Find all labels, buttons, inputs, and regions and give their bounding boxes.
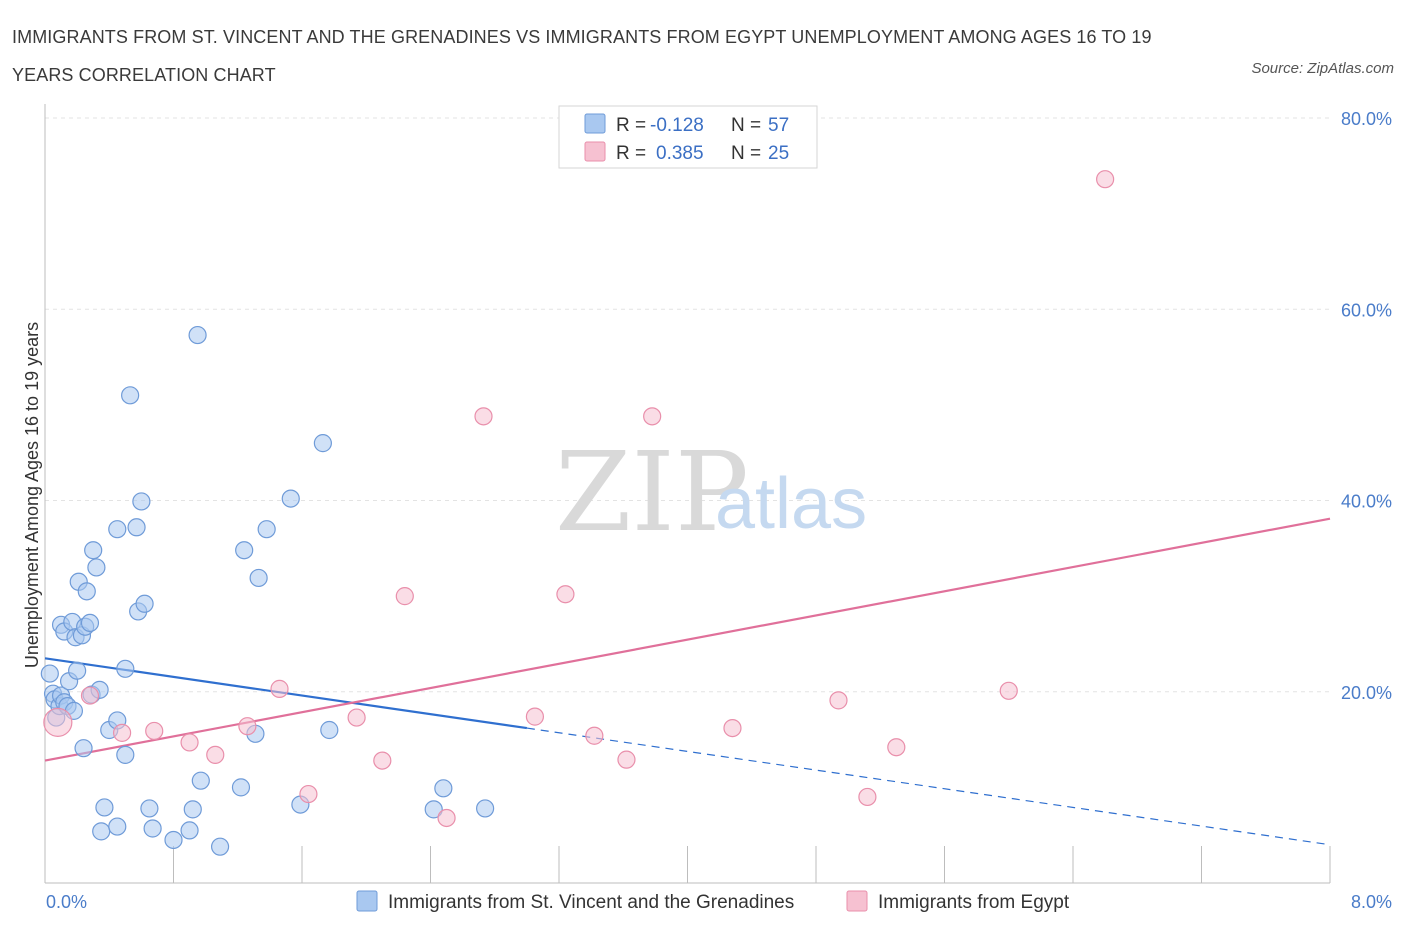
blue-point <box>143 819 162 838</box>
blue-point <box>434 779 453 798</box>
pink-point <box>270 679 289 698</box>
legend-n-value-blue: 57 <box>768 115 789 136</box>
grid-lines <box>45 117 1330 693</box>
pink-point <box>299 784 318 804</box>
blue-point <box>231 778 251 797</box>
blue-point <box>257 520 276 539</box>
blue-point <box>87 558 106 577</box>
pink-point <box>723 718 742 738</box>
chart-source: Source: ZipAtlas.com <box>1251 60 1394 77</box>
blue-point <box>140 799 159 818</box>
series-legend-label-pink: Immigrants from Egypt <box>878 892 1070 913</box>
pink-point <box>112 723 132 742</box>
blue-point <box>108 520 127 539</box>
blue-point <box>249 568 268 588</box>
blue-point <box>320 720 339 740</box>
x-tick-label: 8.0% <box>1351 892 1392 912</box>
pink-trend-line <box>44 517 1331 762</box>
pink-point <box>347 708 366 727</box>
blue-point <box>188 325 207 345</box>
pink-point <box>887 738 906 757</box>
legend-swatch-pink <box>584 141 606 162</box>
series-legend-swatch-blue <box>356 890 378 912</box>
y-axis-label: Unemployment Among Ages 16 to 19 years <box>22 322 42 668</box>
blue-point <box>210 837 230 856</box>
axes: 20.0% 40.0% 60.0% 80.0% 0.0% 8.0% <box>44 104 1392 912</box>
blue-point <box>135 594 154 613</box>
pink-point <box>395 587 414 606</box>
pink-point <box>238 717 257 736</box>
pink-point <box>617 750 636 769</box>
legend-r-label-pink: R = <box>616 143 646 164</box>
pink-point <box>525 707 545 726</box>
blue-point <box>183 800 202 819</box>
blue-point <box>95 798 114 817</box>
pink-point <box>556 585 575 604</box>
blue-point <box>68 661 87 680</box>
legend-n-label-blue: N = <box>731 115 761 136</box>
blue-point <box>164 830 183 850</box>
watermark-atlas: atlas <box>715 464 867 544</box>
pink-point <box>1096 170 1115 189</box>
x-tick-label: 0.0% <box>46 892 87 912</box>
blue-point <box>132 492 151 511</box>
pink-point <box>643 407 662 426</box>
pink-point <box>437 808 456 828</box>
pink-point <box>585 726 604 745</box>
blue-point <box>191 771 210 790</box>
blue-point <box>235 541 254 560</box>
pink-point <box>180 733 199 752</box>
blue-point <box>424 800 443 819</box>
blue-point <box>92 822 111 841</box>
pink-point <box>858 787 877 807</box>
series-legend-swatch-pink <box>846 890 868 912</box>
blue-point <box>180 821 199 840</box>
blue-point <box>80 613 100 633</box>
legend-swatch-blue <box>584 113 606 134</box>
pink-point <box>474 407 493 426</box>
blue-point <box>74 739 93 758</box>
pink-point <box>43 707 73 737</box>
blue-point <box>476 799 495 818</box>
blue-point <box>281 489 300 508</box>
chart-title: IMMIGRANTS FROM ST. VINCENT AND THE GREN… <box>12 27 1152 85</box>
blue-point <box>121 386 140 405</box>
correlation-legend: R = -0.128 N = 57 R = 0.385 N = 25 <box>558 105 818 169</box>
legend-n-label-pink: N = <box>731 143 761 164</box>
pink-point <box>80 686 100 705</box>
legend-r-value-pink: 0.385 <box>656 143 704 164</box>
series-legend-label-blue: Immigrants from St. Vincent and the Gren… <box>388 892 794 913</box>
blue-point <box>313 434 332 453</box>
blue-point <box>127 518 146 537</box>
blue-point <box>40 664 59 683</box>
blue-point <box>116 745 135 764</box>
blue-point <box>116 659 135 678</box>
pink-point <box>373 751 392 770</box>
watermark: ZIP atlas <box>555 428 867 556</box>
blue-point <box>108 817 127 836</box>
legend-r-label-blue: R = <box>616 115 646 136</box>
legend-r-value-blue: -0.128 <box>650 115 704 136</box>
blue-point <box>77 582 96 601</box>
series-legend: Immigrants from St. Vincent and the Gren… <box>356 890 1070 913</box>
pink-point <box>829 691 848 710</box>
legend-n-value-pink: 25 <box>768 143 789 164</box>
data-points <box>40 170 1115 856</box>
pink-point <box>206 745 225 764</box>
y-tick-label: 80.0% <box>1341 109 1392 129</box>
y-tick-label: 60.0% <box>1341 300 1392 320</box>
y-tick-label: 40.0% <box>1341 492 1392 512</box>
pink-point <box>999 681 1018 700</box>
pink-point <box>145 721 164 741</box>
watermark-zip: ZIP <box>555 428 749 556</box>
blue-trend-extension <box>526 727 1331 846</box>
y-tick-label: 20.0% <box>1341 683 1392 703</box>
blue-point <box>84 541 103 560</box>
